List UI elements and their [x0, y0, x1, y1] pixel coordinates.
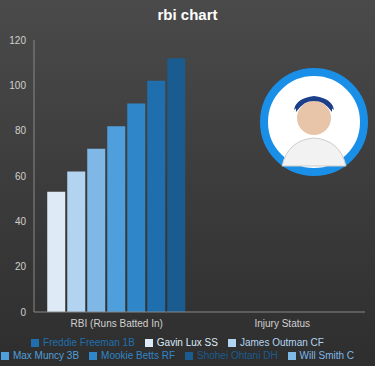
svg-text:20: 20: [15, 261, 27, 272]
svg-text:Injury Status: Injury Status: [254, 318, 310, 329]
html-text:Will Smith C: Will Smith C: [299, 350, 355, 361]
html-text:Gavin Lux SS: Gavin Lux SS: [156, 337, 218, 348]
html-text:rbi chart: rbi chart: [157, 6, 218, 23]
html-text:Shohei Ohtani DH: Shohei Ohtani DH: [197, 350, 278, 361]
svg-text:0: 0: [20, 307, 26, 318]
svg-text:40: 40: [15, 216, 27, 227]
html-text:James Outman CF: James Outman CF: [240, 337, 324, 348]
svg-text:RBI (Runs Batted In): RBI (Runs Batted In): [71, 318, 163, 329]
svg-text:120: 120: [9, 35, 26, 46]
svg-text:80: 80: [15, 125, 27, 136]
svg-text:100: 100: [9, 80, 26, 91]
html-text:Mookie Betts RF: Mookie Betts RF: [101, 350, 175, 361]
html-text:Freddie Freeman 1B: Freddie Freeman 1B: [43, 337, 135, 348]
html-text:Max Muncy 3B: Max Muncy 3B: [12, 350, 80, 361]
svg-text:60: 60: [15, 171, 27, 182]
